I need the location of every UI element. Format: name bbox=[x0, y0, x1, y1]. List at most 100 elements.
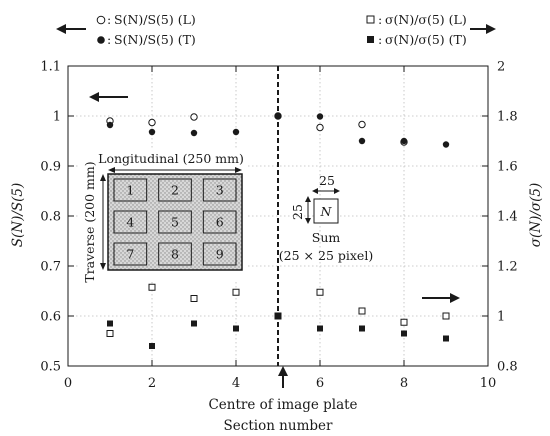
plate-cell-label: 4 bbox=[126, 215, 134, 230]
y-right-tick-label: 1.2 bbox=[497, 260, 518, 275]
sum-box-width-label: 25 bbox=[319, 173, 335, 188]
point-s-t bbox=[400, 137, 408, 145]
legend-label-s-t: S(N)/S(5) (T) bbox=[114, 32, 196, 47]
plate-cell bbox=[202, 242, 237, 266]
y-right-tick-label: 2 bbox=[497, 60, 505, 75]
y-left-tick-label: 0.6 bbox=[40, 310, 61, 325]
data-points bbox=[106, 112, 450, 349]
plate-cell-label: 2 bbox=[171, 183, 179, 198]
legend-filled-circle-icon bbox=[97, 36, 105, 44]
left-axis-arrow-icon bbox=[89, 92, 128, 102]
plate-cell bbox=[202, 178, 237, 202]
point-s-t bbox=[190, 129, 198, 137]
plate-cell-label: 5 bbox=[171, 215, 179, 230]
plate-cell bbox=[113, 242, 148, 266]
right-axis-arrow-icon bbox=[422, 293, 460, 303]
point-s-t bbox=[358, 137, 366, 145]
point-s-l bbox=[358, 120, 366, 129]
legend-label-sigma-t: σ(N)/σ(5) (T) bbox=[385, 32, 467, 47]
y-left-tick-label: 0.9 bbox=[40, 160, 61, 175]
arrow-left-icon bbox=[56, 24, 86, 34]
point-sigma-t bbox=[191, 320, 197, 327]
traverse-arrow bbox=[100, 174, 106, 270]
x-tick-label: 10 bbox=[480, 376, 497, 391]
legend-right: : σ(N)/σ(5) (L) : σ(N)/σ(5) (T) bbox=[366, 12, 496, 47]
point-s-l bbox=[148, 118, 156, 127]
legend-open-circle-icon bbox=[96, 15, 106, 25]
x-tick-label: 0 bbox=[64, 376, 72, 391]
legend-open-square-icon bbox=[366, 15, 375, 24]
y-right-tick-label: 1 bbox=[497, 310, 505, 325]
plate-cell-label: 3 bbox=[216, 183, 224, 198]
legend-colon: : bbox=[107, 32, 111, 47]
y-left-tick-label: 0.5 bbox=[40, 360, 61, 375]
plate-cell bbox=[202, 210, 237, 234]
point-sigma-t bbox=[359, 325, 365, 332]
legend-label-s-l: S(N)/S(5) (L) bbox=[114, 12, 196, 27]
plate-cell bbox=[158, 242, 192, 266]
plate-cell bbox=[158, 178, 192, 202]
sum-width-arrow bbox=[312, 188, 340, 194]
plate bbox=[107, 173, 243, 271]
longitudinal-arrow bbox=[108, 167, 242, 173]
point-sigma-l bbox=[358, 307, 366, 315]
point-sigma-t bbox=[233, 325, 239, 332]
legend-colon: : bbox=[107, 12, 111, 27]
y-right-tick-label: 1.8 bbox=[497, 110, 518, 125]
point-sigma-t bbox=[275, 313, 281, 319]
plate-cell-label: 7 bbox=[126, 247, 134, 262]
traverse-label: Traverse (200 mm) bbox=[82, 161, 97, 282]
point-s-t bbox=[106, 121, 114, 129]
plate-cell-label: 1 bbox=[126, 183, 134, 198]
plate-cell-label: 6 bbox=[216, 215, 224, 230]
point-sigma-t bbox=[443, 335, 449, 342]
point-sigma-l bbox=[148, 283, 156, 291]
sum-box-cell bbox=[313, 198, 339, 224]
point-s-l bbox=[316, 123, 324, 132]
y-left-axis-label: S(N)/S(5) bbox=[10, 183, 26, 248]
point-sigma-t bbox=[107, 320, 113, 327]
y-left-tick-label: 0.7 bbox=[40, 260, 61, 275]
sum-detail-label: (25 × 25 pixel) bbox=[279, 248, 373, 263]
point-sigma-l bbox=[442, 312, 450, 320]
point-sigma-l bbox=[316, 288, 324, 296]
point-s-l bbox=[190, 113, 198, 121]
y-left-tick-label: 0.8 bbox=[40, 210, 61, 225]
x-tick-label: 2 bbox=[148, 376, 156, 391]
point-sigma-t bbox=[149, 343, 155, 349]
point-s-t bbox=[232, 128, 240, 136]
y-left-tick-label: 1 bbox=[53, 110, 61, 125]
legend-colon: : bbox=[378, 12, 382, 27]
point-s-t bbox=[274, 112, 282, 120]
tick-labels: 0 2 4 6 8 10 0.5 0.6 0.7 0.8 0.9 1 1.1 0.8 1 1.2 1.4 1.6 1… bbox=[40, 60, 517, 392]
sum-box-annotation: 25 25 N Sum (25 × 25 pixel) bbox=[279, 173, 373, 263]
y-right-axis-label: σ(N)/σ(5) bbox=[528, 183, 544, 247]
point-s-t bbox=[442, 141, 450, 148]
legend-left: : S(N)/S(5) (L) : S(N)/S(5) (T) bbox=[56, 12, 196, 47]
legend-filled-square-icon bbox=[367, 36, 374, 43]
point-sigma-l bbox=[400, 318, 408, 326]
plate-cell-label: 9 bbox=[216, 247, 224, 262]
plate-cells: 1 2 3 4 5 6 7 8 9 bbox=[113, 178, 237, 266]
point-sigma-l bbox=[190, 295, 198, 302]
axis-ticks bbox=[67, 65, 489, 367]
point-sigma-l bbox=[232, 288, 240, 296]
x-tick-label: 6 bbox=[316, 376, 324, 391]
plate-inset: Longitudinal (250 mm) Traverse (200 mm) … bbox=[80, 150, 248, 283]
arrow-right-icon bbox=[470, 24, 496, 34]
y-left-tick-label: 1.1 bbox=[40, 60, 61, 75]
x-tick-label: 8 bbox=[400, 376, 408, 391]
sum-height-arrow bbox=[305, 196, 311, 224]
plate-cell bbox=[113, 178, 148, 202]
plate-cell bbox=[158, 210, 192, 234]
centre-label: Centre of image plate bbox=[208, 397, 357, 413]
point-s-t bbox=[316, 113, 324, 120]
sum-box-cell-label: N bbox=[320, 204, 333, 219]
longitudinal-label: Longitudinal (250 mm) bbox=[98, 151, 244, 166]
point-s-t bbox=[148, 128, 156, 136]
plate-cell-label: 8 bbox=[171, 247, 179, 262]
point-sigma-t bbox=[317, 325, 323, 332]
sum-box-height-label: 25 bbox=[290, 204, 305, 220]
y-right-tick-label: 0.8 bbox=[497, 360, 518, 375]
